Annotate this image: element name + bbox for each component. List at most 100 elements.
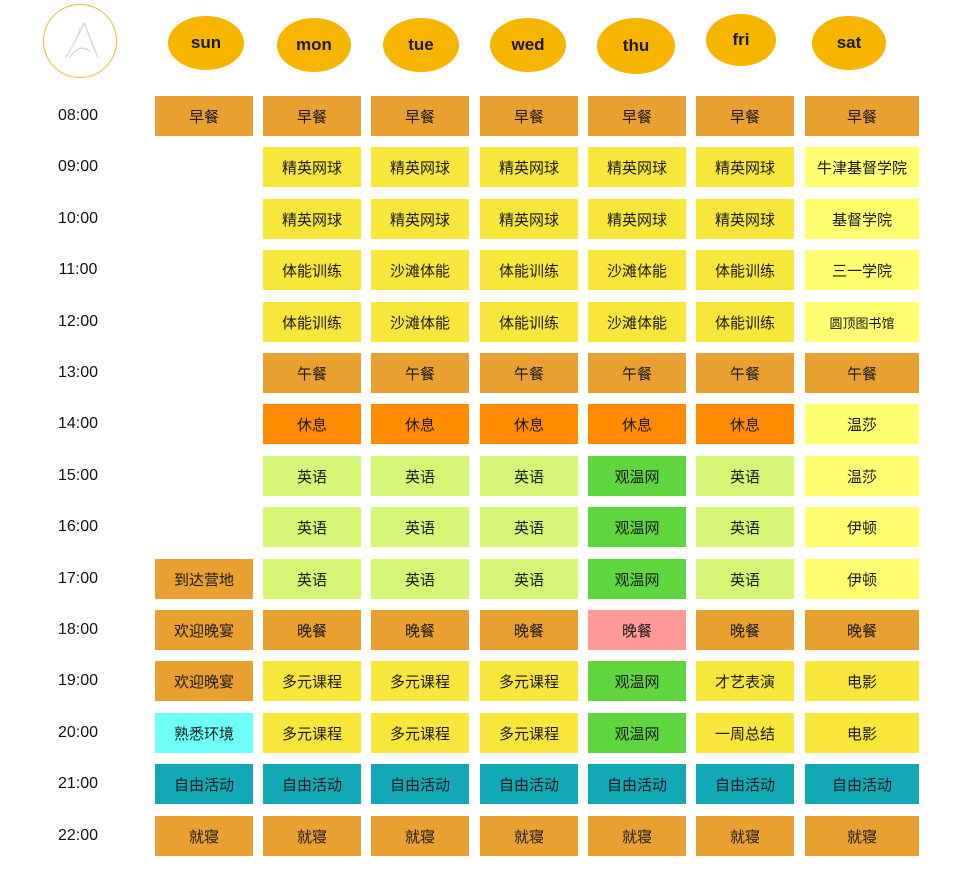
schedule-cell-sat: 温莎 <box>805 456 919 496</box>
schedule-cell-sat: 早餐 <box>805 96 919 136</box>
schedule-cell-thu: 休息 <box>588 404 686 444</box>
schedule-cell-wed: 午餐 <box>480 353 578 393</box>
schedule-cell-mon: 多元课程 <box>263 661 361 701</box>
schedule-cell-mon: 就寝 <box>263 816 361 856</box>
schedule-cell-fri: 休息 <box>696 404 794 444</box>
schedule-cell-wed: 自由活动 <box>480 764 578 804</box>
schedule-cell-sun: 就寝 <box>155 816 253 856</box>
schedule-cell-sun: 欢迎晚宴 <box>155 610 253 650</box>
schedule-cell-mon: 英语 <box>263 507 361 547</box>
schedule-cell-thu: 自由活动 <box>588 764 686 804</box>
time-label: 15:00 <box>57 466 99 484</box>
schedule-cell-wed: 体能训练 <box>480 250 578 290</box>
schedule-cell-sun: 到达营地 <box>155 559 253 599</box>
time-label: 11:00 <box>58 261 98 279</box>
day-header-sun: sun <box>168 16 244 70</box>
schedule-cell-tue: 自由活动 <box>371 764 469 804</box>
schedule-cell-sat: 就寝 <box>805 816 919 856</box>
time-label: 08:00 <box>57 107 99 124</box>
schedule-cell-wed: 英语 <box>480 507 578 547</box>
schedule-cell-thu: 观温网 <box>588 507 686 547</box>
schedule-cell-mon: 午餐 <box>263 353 361 393</box>
schedule-cell-sun: 早餐 <box>155 96 253 136</box>
schedule-cell-wed: 多元课程 <box>480 661 578 701</box>
schedule-cell-wed: 英语 <box>480 456 578 496</box>
schedule-cell-tue: 精英网球 <box>371 199 469 239</box>
schedule-cell-sat: 牛津基督学院 <box>805 147 919 187</box>
schedule-cell-sat: 晚餐 <box>805 610 919 650</box>
schedule-cell-wed: 体能训练 <box>480 302 578 342</box>
schedule-cell-fri: 才艺表演 <box>696 661 794 701</box>
schedule-cell-wed: 多元课程 <box>480 713 578 753</box>
day-header-wed: wed <box>490 18 566 72</box>
schedule-cell-wed: 早餐 <box>480 96 578 136</box>
schedule-cell-sat: 电影 <box>805 661 919 701</box>
schedule-cell-sat: 圆顶图书馆 <box>805 302 919 342</box>
schedule-cell-tue: 精英网球 <box>371 147 469 187</box>
time-label: 17:00 <box>57 569 99 587</box>
schedule-cell-fri: 一周总结 <box>696 713 794 753</box>
day-header-tue: tue <box>383 18 459 72</box>
schedule-cell-tue: 多元课程 <box>371 713 469 753</box>
schedule-cell-thu: 晚餐 <box>588 610 686 650</box>
schedule-cell-thu: 观温网 <box>588 559 686 599</box>
schedule-cell-thu: 午餐 <box>588 353 686 393</box>
schedule-cell-fri: 午餐 <box>696 353 794 393</box>
schedule-cell-fri: 英语 <box>696 559 794 599</box>
schedule-cell-sat: 自由活动 <box>805 764 919 804</box>
schedule-cell-thu: 观温网 <box>588 713 686 753</box>
time-label: 12:00 <box>57 312 99 330</box>
schedule-cell-mon: 英语 <box>263 559 361 599</box>
schedule-cell-sun: 熟悉环境 <box>155 713 253 753</box>
schedule-cell-fri: 英语 <box>696 507 794 547</box>
schedule-cell-sat: 基督学院 <box>805 199 919 239</box>
schedule-cell-sat: 电影 <box>805 713 919 753</box>
schedule-cell-wed: 就寝 <box>480 816 578 856</box>
schedule-cell-sun: 自由活动 <box>155 764 253 804</box>
schedule-cell-tue: 英语 <box>371 456 469 496</box>
schedule-cell-fri: 就寝 <box>696 816 794 856</box>
schedule-cell-wed: 英语 <box>480 559 578 599</box>
schedule-cell-tue: 多元课程 <box>371 661 469 701</box>
schedule-cell-thu: 观温网 <box>588 661 686 701</box>
schedule-cell-tue: 沙滩体能 <box>371 302 469 342</box>
schedule-cell-fri: 精英网球 <box>696 147 794 187</box>
schedule-cell-sun: 欢迎晚宴 <box>155 661 253 701</box>
schedule-cell-wed: 精英网球 <box>480 199 578 239</box>
schedule-cell-wed: 晚餐 <box>480 610 578 650</box>
schedule-cell-mon: 休息 <box>263 404 361 444</box>
schedule-cell-fri: 自由活动 <box>696 764 794 804</box>
schedule-cell-sat: 三一学院 <box>805 250 919 290</box>
schedule-cell-mon: 精英网球 <box>263 147 361 187</box>
schedule-cell-fri: 精英网球 <box>696 199 794 239</box>
time-label: 13:00 <box>57 364 99 381</box>
schedule-cell-tue: 午餐 <box>371 353 469 393</box>
schedule-cell-mon: 晚餐 <box>263 610 361 650</box>
day-header-mon: mon <box>277 18 351 72</box>
schedule-cell-wed: 精英网球 <box>480 147 578 187</box>
schedule-cell-tue: 休息 <box>371 404 469 444</box>
time-label: 09:00 <box>57 158 99 176</box>
schedule-cell-thu: 就寝 <box>588 816 686 856</box>
schedule-cell-mon: 自由活动 <box>263 764 361 804</box>
day-header-thu: thu <box>597 18 675 74</box>
schedule-cell-tue: 英语 <box>371 507 469 547</box>
schedule-cell-tue: 就寝 <box>371 816 469 856</box>
time-label: 21:00 <box>57 775 99 793</box>
schedule-cell-thu: 观温网 <box>588 456 686 496</box>
schedule-cell-thu: 沙滩体能 <box>588 302 686 342</box>
schedule-cell-mon: 多元课程 <box>263 713 361 753</box>
schedule-cell-mon: 精英网球 <box>263 199 361 239</box>
schedule-cell-tue: 早餐 <box>371 96 469 136</box>
schedule-cell-wed: 休息 <box>480 404 578 444</box>
time-label: 10:00 <box>57 209 99 227</box>
schedule-cell-mon: 体能训练 <box>263 302 361 342</box>
schedule-cell-sat: 伊顿 <box>805 507 919 547</box>
schedule-cell-tue: 沙滩体能 <box>371 250 469 290</box>
schedule-cell-thu: 沙滩体能 <box>588 250 686 290</box>
schedule-cell-thu: 精英网球 <box>588 199 686 239</box>
time-label: 22:00 <box>57 826 99 844</box>
schedule-cell-thu: 精英网球 <box>588 147 686 187</box>
logo-mark-icon <box>65 21 99 58</box>
time-label: 20:00 <box>57 723 99 741</box>
